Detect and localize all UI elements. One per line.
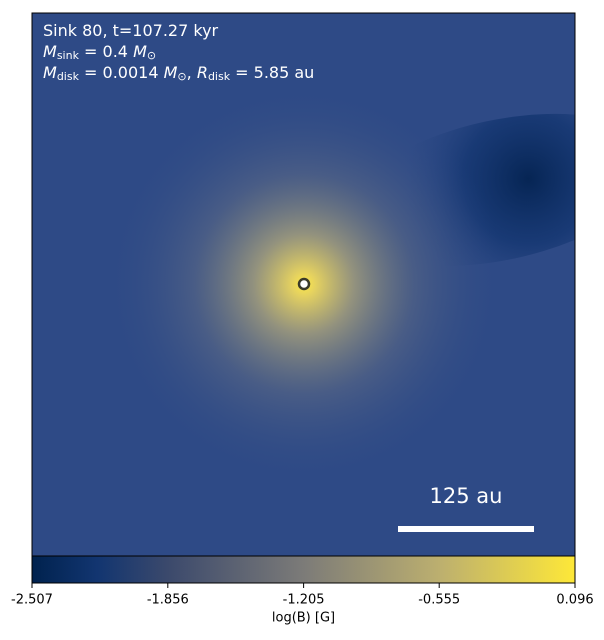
- colorbar-tick-label: -0.555: [418, 593, 460, 608]
- annotation-part: ⊙: [147, 49, 156, 62]
- annotation-part: M: [164, 63, 178, 82]
- annotation-part: = 0.0014: [79, 63, 164, 82]
- annotation-part: R: [197, 63, 208, 82]
- annotation-part: = 0.4: [79, 42, 133, 61]
- sink: [297, 277, 311, 291]
- annotation-part: disk: [208, 70, 231, 83]
- annotation-part: disk: [57, 70, 80, 83]
- annotation-part: M: [43, 63, 57, 82]
- scale-bar: [398, 526, 534, 532]
- annotation-part: sink: [57, 49, 80, 62]
- colorbar: [31, 555, 576, 584]
- colorbar-tick-label: -2.507: [11, 593, 53, 608]
- annotation: Sink 80, t=107.27 kyr: [43, 21, 219, 40]
- scale-bar-label: 125 au: [430, 484, 503, 508]
- colorbar-label: log(B) [G]: [272, 611, 335, 626]
- annotation: Msink = 0.4 M⊙: [43, 42, 156, 63]
- colorbar-tick-label: -1.205: [283, 593, 325, 608]
- annotation-part: Sink 80, t=107.27 kyr: [43, 21, 219, 40]
- annotation-part: = 5.85 au: [230, 63, 314, 82]
- annotation: Mdisk = 0.0014 M⊙, Rdisk = 5.85 au: [43, 63, 314, 84]
- colorbar-tick-label: 0.096: [556, 593, 593, 608]
- colorbar-tick-label: -1.856: [147, 593, 189, 608]
- image-field: [32, 13, 575, 556]
- annotation-part: ⊙: [177, 70, 186, 83]
- annotation-part: M: [43, 42, 57, 61]
- annotation-part: ,: [187, 63, 197, 82]
- annotation-part: M: [133, 42, 147, 61]
